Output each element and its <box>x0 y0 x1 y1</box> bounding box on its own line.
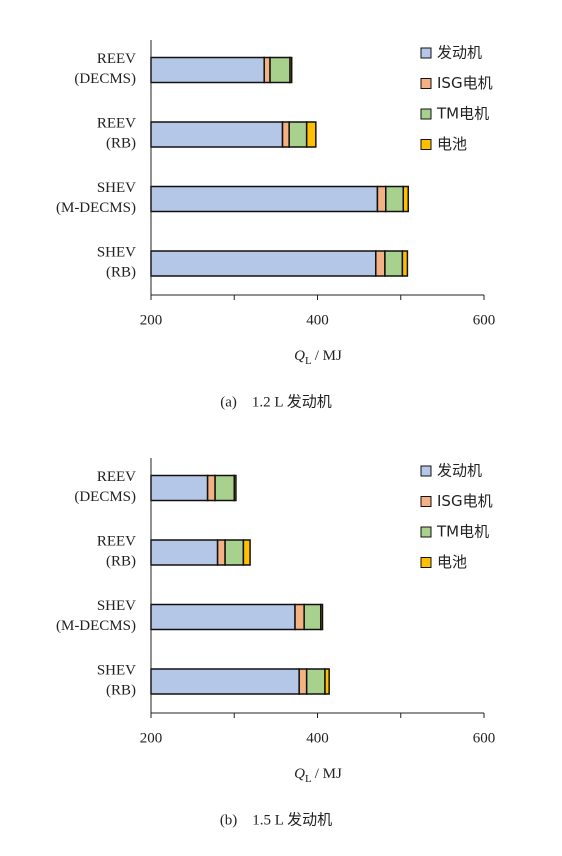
x-tick-label: 600 <box>473 312 496 328</box>
legend-swatch <box>420 47 432 59</box>
legend-label: TM电机 <box>436 523 489 541</box>
category-label: SHEV (M-DECMS) <box>56 598 136 634</box>
bar-segment <box>150 56 265 84</box>
category-label: REEV (DECMS) <box>74 51 136 87</box>
legend-swatch <box>420 465 432 477</box>
x-label-symbol: Q <box>294 348 305 364</box>
x-label-subscript: L <box>305 355 312 367</box>
category-label: REEV (RB) <box>97 116 136 152</box>
bar-segment <box>401 250 409 277</box>
bar-segment <box>150 185 379 213</box>
bar-segment <box>150 539 219 566</box>
bar-segment <box>281 121 290 148</box>
bar-segment <box>385 185 404 213</box>
category-label: SHEV (RB) <box>97 663 136 699</box>
bar-segment <box>224 539 245 566</box>
bar-segment <box>305 121 317 148</box>
caption: (a) 1.2 L 发动机 <box>220 393 332 410</box>
x-label-unit: / MJ <box>315 766 342 782</box>
bar-segment <box>375 250 386 277</box>
legend-label: 电池 <box>437 553 467 571</box>
x-label-unit: / MJ <box>315 348 342 364</box>
bar-segment <box>402 185 409 213</box>
x-tick-label: 600 <box>473 730 496 746</box>
bar-segment <box>150 121 284 148</box>
caption: (b) 1.5 L 发动机 <box>220 811 332 828</box>
legend-label: TM电机 <box>436 105 489 123</box>
category-label: REEV (RB) <box>97 534 136 570</box>
bar-segment <box>263 56 271 84</box>
bar-segment <box>305 668 326 695</box>
x-label-symbol: Q <box>294 766 305 782</box>
bar-segment <box>269 56 291 84</box>
bar-segment <box>206 474 216 502</box>
legend-swatch <box>420 139 432 150</box>
bar-segment <box>214 474 235 502</box>
x-axis-label: QL / MJ <box>294 766 342 784</box>
legend-label: ISG电机 <box>437 74 493 92</box>
bar-segment <box>216 539 226 566</box>
bar-segment <box>303 603 322 631</box>
legend-swatch <box>420 496 432 507</box>
bar-segment <box>288 121 308 148</box>
bar-segment <box>289 56 293 84</box>
bar-segment <box>242 539 251 566</box>
category-label: SHEV (RB) <box>97 245 136 281</box>
x-tick-label: 200 <box>140 730 163 746</box>
bar-segment <box>150 250 377 277</box>
legend-swatch <box>420 526 432 538</box>
legend-swatch <box>420 108 432 120</box>
bar-segment <box>320 603 324 631</box>
x-tick-label: 400 <box>306 730 329 746</box>
legend-label: 电池 <box>437 135 467 153</box>
legend-label: ISG电机 <box>437 492 493 510</box>
bar-segment <box>298 668 308 695</box>
category-label: REEV (DECMS) <box>74 469 136 505</box>
legend-label: 发动机 <box>437 462 482 480</box>
bar-segment <box>150 603 296 631</box>
x-tick-label: 200 <box>140 312 163 328</box>
legend-swatch <box>420 78 432 89</box>
bar-segment <box>233 474 237 502</box>
x-label-subscript: L <box>305 773 312 785</box>
bar-segment <box>384 250 404 277</box>
bar-segment <box>294 603 305 631</box>
x-tick-label: 400 <box>306 312 329 328</box>
bar-segment <box>324 668 330 695</box>
x-axis-label: QL / MJ <box>294 348 342 366</box>
bar-segment <box>150 668 300 695</box>
bar-segment <box>150 474 209 502</box>
bar-segment <box>376 185 387 213</box>
legend-swatch <box>420 557 432 568</box>
legend-label: 发动机 <box>437 44 482 62</box>
category-label: SHEV (M-DECMS) <box>56 180 136 216</box>
